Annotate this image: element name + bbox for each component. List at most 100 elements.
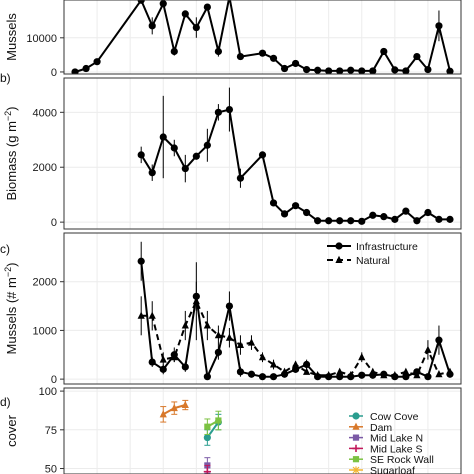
panel-label: b) [0,71,11,85]
data-point [402,207,410,215]
data-point [71,68,79,74]
panel-label: d) [0,395,11,409]
data-point [291,360,300,368]
legend-c: Infrastructure Natural [327,241,418,267]
data-point [225,105,234,114]
data-point [325,67,333,74]
data-point [380,371,388,379]
data-point [159,0,167,8]
data-point [347,66,355,74]
y-tick-label: 100 [39,386,57,398]
data-point [314,371,322,379]
data-point [148,358,156,366]
data-point [413,371,421,379]
data-point [82,64,90,73]
data-point [192,296,200,305]
data-point [435,215,443,223]
data-point [336,67,344,74]
y-axis-label: cover [4,414,19,446]
legend-label: SE Rock Wall [370,454,434,466]
data-point [402,367,410,375]
legend-label: Sugarloaf [370,465,415,474]
y-tick-label: 2000 [33,162,57,174]
data-point [435,22,443,30]
data-point [258,49,267,57]
data-point [215,417,222,424]
data-point [314,66,322,74]
data-point [181,400,189,409]
y-tick-label: 0 [51,374,57,386]
data-layer [71,0,454,74]
data-point [181,165,189,173]
data-point [424,65,432,74]
data-point [336,373,344,381]
data-point [280,64,289,73]
data-point [225,333,234,341]
data-point [137,257,145,265]
y-axis-label: Mussels [4,13,19,61]
data-point [413,217,421,225]
data-point [214,47,222,56]
legend-marker [352,434,360,441]
y-axis-label: Biomass (g m−2) [3,106,19,200]
data-point [280,210,289,218]
legend-marker [352,456,360,463]
data-point [424,373,432,381]
legend-marker [352,444,360,452]
data-point [148,22,156,30]
data-point [93,58,101,66]
panel-2: 0 2000 4000 Biomass (g m−2) b) [0,71,462,230]
data-point [159,410,167,418]
data-point [269,360,278,368]
legend-label: Dam [370,422,392,434]
data-point [170,47,178,56]
data-point [435,370,443,378]
data-point [435,336,443,344]
data-point [148,169,156,177]
data-layer [137,87,454,225]
data-point [391,66,399,74]
panel-frame [63,77,462,230]
data-point [258,151,267,159]
y-tick-label: 4000 [33,107,57,119]
data-point [269,54,278,62]
y-tick-label: 2000 [33,277,57,289]
data-point [402,67,410,74]
data-point [325,371,333,379]
data-point [347,217,355,225]
data-point [380,47,388,56]
data-point [291,202,300,210]
data-point [325,217,333,225]
y-tick-label: 75 [45,425,57,437]
data-point [391,215,399,223]
data-point [336,367,344,375]
legend-marker [352,466,360,474]
data-point [181,10,189,18]
legend-marker [352,412,360,420]
panel-1: 010000Musselsa [4,0,462,79]
data-point [280,367,289,375]
data-point [159,355,167,363]
series-line [140,108,450,223]
data-point [258,373,267,381]
data-point [236,340,245,349]
data-point [391,371,399,379]
y-tick-label: 10000 [26,33,57,45]
data-point [358,67,366,74]
data-point [303,65,311,74]
data-point [236,174,245,182]
data-point [236,368,245,376]
data-point [203,433,211,442]
data-point [314,217,322,225]
data-point [303,367,311,375]
data-point [203,3,211,11]
legend-marker [335,242,343,250]
legend-marker [352,422,360,430]
data-point [247,338,256,346]
data-point [192,23,200,32]
data-point [170,353,178,361]
data-point [203,468,211,474]
data-point [181,321,189,329]
